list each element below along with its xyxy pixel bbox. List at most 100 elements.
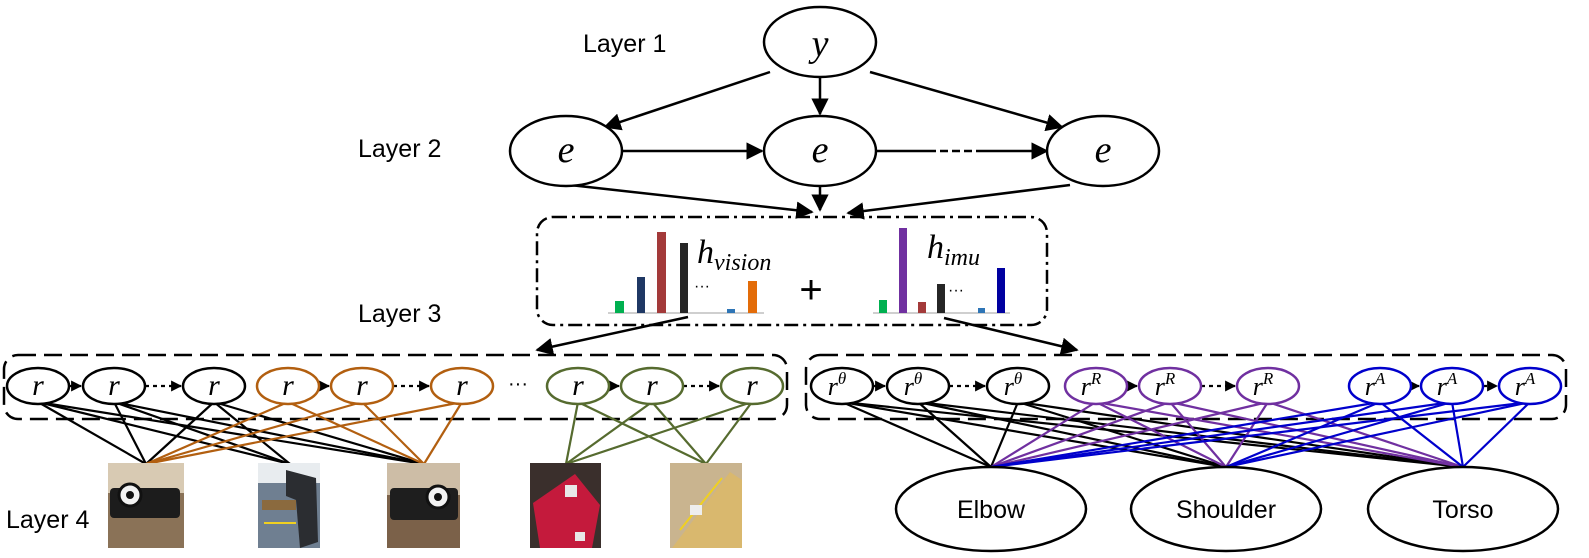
link-vision-brown-2-0	[145, 400, 463, 466]
vision-histogram-dots: ···	[694, 278, 710, 295]
r-node-label-vision-black-2: r	[208, 369, 220, 402]
e-node-2	[762, 114, 878, 188]
r-superscript: A	[1524, 369, 1536, 388]
link-imu-A-1-1	[1225, 400, 1453, 469]
photo-wrist2-center	[434, 493, 442, 501]
photo-wooden-box-marker	[679, 477, 723, 531]
r-node-label-imu-A-2: rA	[1515, 369, 1536, 401]
link-imu-theta-1-0	[917, 401, 992, 468]
r-node-imu-R-1	[1137, 366, 1203, 406]
r-chain-ellipsis: ···	[508, 373, 528, 395]
r-superscript: θ	[838, 369, 846, 388]
torso-node-label: Torso	[1432, 496, 1493, 524]
photo-wooden-box-sensor	[690, 505, 702, 515]
arrow-e3-h	[846, 183, 1071, 220]
shoulder-node	[1129, 465, 1323, 553]
link-vision-black-2-2	[213, 400, 425, 466]
r-node-vision-black-2	[181, 366, 247, 406]
photo-red-box-body	[533, 474, 600, 548]
link-imu-A-2-0	[990, 400, 1531, 469]
e-node-3-label: e	[1095, 129, 1112, 171]
r-node-label-imu-theta-0: rθ	[828, 369, 846, 401]
imu-bar-6	[997, 268, 1005, 313]
vision-bar-4	[680, 243, 688, 313]
elbow-node	[894, 465, 1088, 553]
r-node-chains: r r r r r r r r r rθ rθ rθ rR rR rR rA rA rA	[5, 366, 1563, 406]
arrow-y-e3	[869, 70, 1064, 132]
photo-hammer	[258, 463, 320, 548]
r-superscript: R	[1262, 369, 1274, 388]
layer-4-label: Layer 4	[6, 506, 89, 534]
torso-node	[1366, 465, 1560, 553]
r-node-label-vision-brown-1: r	[356, 369, 368, 402]
link-imu-theta-2-2	[1017, 400, 1464, 469]
r-node-label-vision-black-0: r	[32, 369, 44, 402]
link-imu-A-0-2	[1379, 401, 1464, 468]
photo-red-box-sensor	[565, 485, 577, 497]
imu-bar-2	[899, 228, 907, 313]
imu-h: h	[927, 229, 944, 266]
link-vision-black-0-2	[37, 400, 425, 466]
link-vision-black-0-0	[37, 401, 147, 465]
r-node-vision-black-1	[81, 366, 147, 406]
vision-subscript: vision	[714, 250, 771, 276]
r-superscript: R	[1164, 369, 1176, 388]
arrow-y-e1	[603, 70, 771, 131]
y-node	[762, 5, 878, 79]
r-node-label-vision-brown-0: r	[282, 369, 294, 402]
r-symbol: r	[1004, 372, 1015, 401]
r-node-label-imu-R-2: rR	[1253, 369, 1274, 401]
link-imu-theta-1-1	[917, 400, 1227, 469]
r-symbol: r	[356, 369, 368, 402]
link-imu-R-2-0	[990, 400, 1269, 469]
r-symbol: r	[456, 369, 468, 402]
r-symbol: r	[208, 369, 220, 402]
imu-histogram: ··· himu	[873, 228, 1010, 314]
link-vision-olive-2-0	[565, 400, 753, 466]
link-imu-R-1-0	[990, 400, 1171, 469]
r-node-label-imu-theta-1: rθ	[904, 369, 922, 401]
histogram-box	[535, 215, 1049, 327]
r-node-label-imu-R-0: rR	[1081, 369, 1102, 401]
r-node-vision-olive-0	[545, 366, 611, 406]
link-imu-theta-0-0	[841, 400, 992, 469]
r-symbol: r	[828, 372, 839, 401]
link-imu-theta-2-0	[989, 401, 1020, 468]
r-node-label-imu-R-1: rR	[1155, 369, 1176, 401]
link-vision-olive-0-1	[577, 401, 707, 465]
r-node-imu-theta-2	[985, 366, 1051, 406]
e-node-2-label: e	[812, 129, 829, 171]
link-vision-black-0-1	[37, 400, 291, 466]
r-symbol: r	[1155, 372, 1166, 401]
link-vision-brown-0-0	[145, 400, 289, 466]
link-imu-R-2-2	[1267, 400, 1464, 469]
imu-histogram-label: himu	[927, 229, 980, 271]
link-imu-A-2-2	[1462, 401, 1531, 468]
e-node-1	[508, 114, 624, 188]
link-vision-brown-0-1	[287, 400, 425, 466]
link-vision-black-1-2	[113, 400, 425, 466]
link-vision-olive-1-1	[651, 401, 707, 465]
r-superscript: θ	[1014, 369, 1022, 388]
r-superscript: A	[1374, 369, 1386, 388]
vision-bar-1	[615, 301, 624, 313]
r-node-label-vision-olive-2: r	[746, 369, 758, 402]
r-node-label-vision-black-1: r	[108, 369, 120, 402]
photo-red-box-sensor-2	[575, 532, 585, 541]
r-symbol: r	[1515, 372, 1526, 401]
imu-subscript: imu	[944, 245, 980, 271]
r-symbol: r	[572, 369, 584, 402]
r-symbol: r	[282, 369, 294, 402]
link-imu-A-0-1	[1225, 400, 1381, 469]
link-vision-black-1-0	[113, 401, 147, 465]
link-imu-theta-0-2	[841, 400, 1464, 469]
r-node-label-imu-A-0: rA	[1365, 369, 1386, 401]
link-imu-R-2-1	[1225, 401, 1269, 468]
photo-wrist-sensor	[108, 463, 184, 548]
imu-bar-1	[879, 300, 887, 313]
r-node-label-vision-olive-1: r	[646, 369, 658, 402]
r-node-vision-brown-2	[429, 366, 495, 406]
vision-bar-5	[727, 309, 735, 313]
